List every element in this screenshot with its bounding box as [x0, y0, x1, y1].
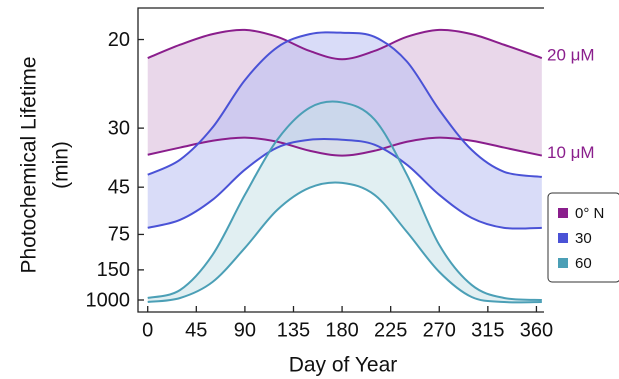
line	[147, 31, 542, 178]
line	[147, 136, 543, 157]
legend-label: 30	[575, 230, 592, 247]
y-tick-label: 1000	[86, 289, 131, 311]
line	[147, 100, 542, 301]
y-tick-label: 30	[108, 117, 130, 139]
y-tick-label: 45	[108, 176, 130, 198]
x-axis-label: Day of Year	[289, 354, 398, 377]
legend-swatch	[558, 208, 568, 218]
x-tick-label: 135	[277, 319, 310, 341]
annotation: 10 μM	[547, 143, 595, 162]
x-tick-label: 225	[374, 319, 407, 341]
line	[147, 28, 543, 61]
annotation: 20 μM	[547, 46, 595, 65]
legend-label: 60	[575, 255, 592, 272]
line	[147, 137, 542, 230]
x-tick-label: 45	[185, 319, 207, 341]
legend-swatch	[558, 258, 568, 268]
x-tick-label: 315	[471, 319, 504, 341]
x-tick-label: 0	[142, 319, 153, 341]
y-tick-label: 75	[108, 224, 130, 246]
legend-label: 0° N	[575, 205, 604, 222]
plot-area	[147, 28, 543, 304]
x-tick-label: 360	[520, 319, 553, 341]
legend-swatch	[558, 233, 568, 243]
line	[147, 181, 542, 304]
x-tick-label: 90	[234, 319, 256, 341]
x-tick-label: 270	[423, 319, 456, 341]
frame	[137, 7, 544, 313]
y-tick-label: 20	[108, 29, 130, 51]
x-tick-label: 180	[325, 319, 358, 341]
y-tick-label: 150	[97, 259, 130, 281]
y-axis-label: (min)	[50, 141, 73, 189]
y-axis-label: Photochemical Lifetime	[18, 56, 41, 273]
